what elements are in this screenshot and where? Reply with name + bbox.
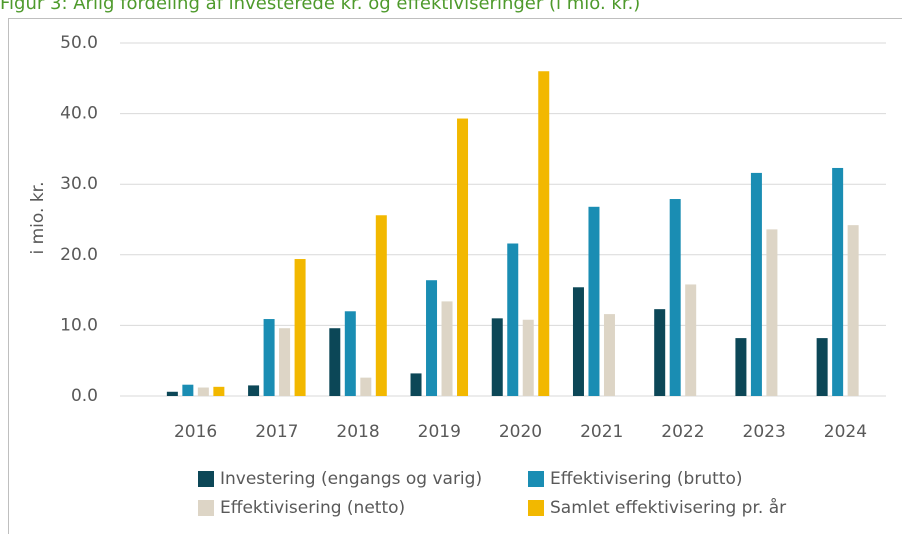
y-tick-label: 20.0 <box>60 245 98 265</box>
bar <box>441 301 453 396</box>
bar <box>457 118 469 397</box>
chart-frame <box>8 18 902 534</box>
legend-swatch <box>198 500 214 516</box>
x-tick-label: 2019 <box>418 422 461 442</box>
bar <box>603 314 615 396</box>
bar <box>572 287 584 396</box>
bar <box>588 206 600 396</box>
x-tick-label: 2021 <box>580 422 623 442</box>
bar <box>248 385 260 396</box>
x-tick-label: 2024 <box>824 422 867 442</box>
bar <box>538 71 550 397</box>
bar <box>685 284 697 396</box>
bar <box>507 243 519 396</box>
bar <box>426 280 438 396</box>
bar <box>735 338 747 396</box>
bar <box>654 309 666 396</box>
bar <box>832 167 844 396</box>
bar <box>522 319 534 396</box>
bar <box>263 319 275 396</box>
y-tick-label: 0.0 <box>71 386 98 406</box>
legend-label: Samlet effektivisering pr. år <box>550 497 786 518</box>
x-tick-label: 2017 <box>255 422 298 442</box>
bar <box>344 311 356 396</box>
y-tick-label: 10.0 <box>60 315 98 335</box>
legend-label: Effektivisering (brutto) <box>550 469 742 489</box>
bar <box>847 225 859 396</box>
legend-label: Investering (engangs og varig) <box>220 469 482 489</box>
y-tick-label: 40.0 <box>60 104 98 124</box>
bar <box>766 229 778 396</box>
x-tick-label: 2018 <box>336 422 379 442</box>
bar <box>816 338 828 396</box>
x-tick-label: 2022 <box>661 422 704 442</box>
bar <box>166 391 178 396</box>
legend-label: Effektivisering (netto) <box>220 498 405 518</box>
x-tick-label: 2020 <box>499 422 542 442</box>
bar <box>360 377 372 396</box>
y-tick-label: 50.0 <box>60 33 98 53</box>
bar <box>182 384 194 396</box>
chart-title: Figur 3: Årlig fordeling af investerede … <box>0 0 640 14</box>
bar <box>329 328 341 396</box>
bar <box>375 215 387 396</box>
legend-swatch <box>198 471 214 487</box>
bar <box>491 318 503 396</box>
bar <box>294 259 306 396</box>
bar <box>213 386 225 396</box>
bar <box>410 373 422 396</box>
y-axis-title: i mio. kr. <box>28 182 48 255</box>
legend-swatch <box>528 500 544 516</box>
bar <box>669 199 681 396</box>
bar <box>750 172 762 396</box>
legend-swatch <box>528 471 544 487</box>
bar <box>279 328 291 396</box>
x-tick-label: 2023 <box>743 422 786 442</box>
y-tick-label: 30.0 <box>60 174 98 194</box>
x-tick-label: 2016 <box>174 422 217 442</box>
bar <box>197 387 209 396</box>
